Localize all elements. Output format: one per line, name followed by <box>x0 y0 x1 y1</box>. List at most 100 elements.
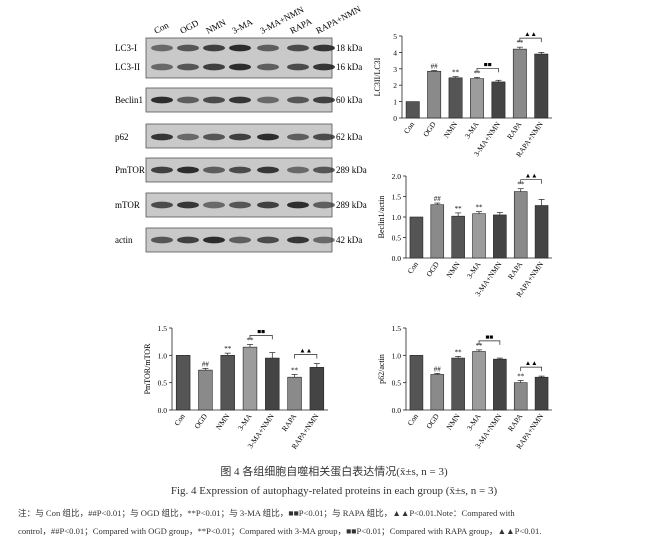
y-tick-label: 0.5 <box>392 379 402 388</box>
x-tick-label: Con <box>402 120 417 136</box>
blot-row-label: actin <box>115 235 133 245</box>
significance-mark: ## <box>434 365 442 373</box>
y-axis-label: LC3II/LC3I <box>373 57 382 96</box>
comparison-mark: ▲▲ <box>525 360 538 367</box>
bar <box>472 213 486 259</box>
blot-band <box>257 63 279 71</box>
comparison-bracket <box>520 179 542 184</box>
bar <box>472 351 486 411</box>
bar <box>427 70 442 119</box>
blot-band <box>151 201 173 209</box>
significance-mark: ** <box>291 366 299 374</box>
blot-band <box>177 201 199 209</box>
x-tick-label: RAPA <box>506 412 525 433</box>
bar <box>265 357 280 411</box>
bar <box>175 355 191 411</box>
x-tick-label: NMN <box>444 412 462 432</box>
blot-row-kda: 18 kDa <box>336 43 362 53</box>
blot-band <box>177 96 199 104</box>
blot-band <box>229 44 251 52</box>
comparison-mark: ▲▲ <box>524 31 537 38</box>
blot-band <box>229 201 251 209</box>
y-tick-label: 3 <box>393 65 397 74</box>
significance-mark: ** <box>517 372 525 380</box>
blot-rows: LC3-I 18 kDa LC3-II 16 kDa Beclin1 60 kDa p62 6… <box>115 37 367 253</box>
blot-band <box>257 133 279 141</box>
blot-band <box>313 44 335 52</box>
blot-band <box>177 63 199 71</box>
y-tick-label: 2.0 <box>392 172 402 181</box>
significance-mark: ## <box>202 360 210 368</box>
bar <box>409 216 424 259</box>
blot-band <box>203 201 225 209</box>
x-tick-label: OGD <box>192 412 209 431</box>
significance-mark: ** <box>476 342 484 350</box>
bar <box>534 205 549 259</box>
y-tick-label: 2 <box>393 81 397 90</box>
blot-band <box>287 166 309 174</box>
x-tick-label: OGD <box>424 412 441 431</box>
y-tick-label: 1.0 <box>158 351 168 360</box>
bar <box>513 382 528 411</box>
y-tick-label: 0.0 <box>392 406 402 415</box>
blot-row-label: Beclin1 <box>115 95 143 105</box>
blot-row-kda: 16 kDa <box>336 62 362 72</box>
blot-band <box>313 236 335 244</box>
y-tick-label: 1.5 <box>392 324 402 333</box>
blot-band <box>287 63 309 71</box>
significance-mark: ** <box>517 181 525 189</box>
figure-caption-chinese: 图 4 各组细胞自噬相关蛋白表达情况(x̄±s, n = 3) <box>220 466 448 478</box>
significance-mark: ** <box>247 336 255 344</box>
comparison-bracket <box>519 37 542 43</box>
significance-mark: ** <box>224 345 232 353</box>
significance-mark: ** <box>455 348 463 356</box>
x-tick-label: 3-MA <box>465 412 483 433</box>
blot-band <box>177 133 199 141</box>
blot-band <box>151 63 173 71</box>
bar <box>534 376 549 411</box>
bar <box>405 101 420 119</box>
x-tick-label: Con <box>406 412 421 428</box>
x-tick-label: 3-MA <box>463 120 481 141</box>
bar <box>242 346 258 411</box>
x-tick-label: RAPA <box>280 412 299 433</box>
blot-band <box>287 133 309 141</box>
y-tick-label: 5 <box>393 32 397 41</box>
blot-band <box>229 96 251 104</box>
comparison-mark: ▲▲ <box>299 348 312 355</box>
bar <box>513 191 528 259</box>
blot-row-kda: 42 kDa <box>336 235 362 245</box>
y-tick-label: 4 <box>393 48 397 57</box>
comparison-mark: ■■ <box>257 328 265 335</box>
blot-band <box>313 201 335 209</box>
blot-band <box>151 44 173 52</box>
blot-lane-label: 3-MA <box>230 16 255 35</box>
blot-band <box>203 96 225 104</box>
comparison-bracket <box>476 67 499 73</box>
y-tick-label: 1.0 <box>392 213 402 222</box>
comparison-bracket <box>249 335 273 340</box>
lc3-ratio-chart: 012345LC3II/LC3ICon##OGD**NMN**3-MA3-MA+… <box>373 31 552 158</box>
y-tick-label: 0.5 <box>158 379 168 388</box>
bar <box>451 215 465 259</box>
y-tick-label: 0 <box>393 114 397 123</box>
blot-row-kda: 289 kDa <box>336 165 367 175</box>
blot-band <box>203 44 225 52</box>
blot-row-label: LC3-II <box>115 62 140 72</box>
comparison-mark: ■■ <box>485 334 493 341</box>
bar <box>512 48 527 119</box>
blot-band <box>287 96 309 104</box>
y-tick-label: 0.5 <box>392 234 402 243</box>
blot-band <box>229 166 251 174</box>
comparison-bracket <box>520 366 542 372</box>
blot-band <box>177 236 199 244</box>
blot-band <box>151 236 173 244</box>
blot-band <box>203 236 225 244</box>
y-tick-label: 1.5 <box>392 193 402 202</box>
blot-band <box>287 201 309 209</box>
bar <box>491 81 506 119</box>
y-tick-label: 1.5 <box>158 324 168 333</box>
figure-note-line-1: 注：与 Con 组比，##P<0.01；与 OGD 组比，**P<0.01；与 … <box>18 508 515 518</box>
significance-mark: ** <box>516 39 524 47</box>
